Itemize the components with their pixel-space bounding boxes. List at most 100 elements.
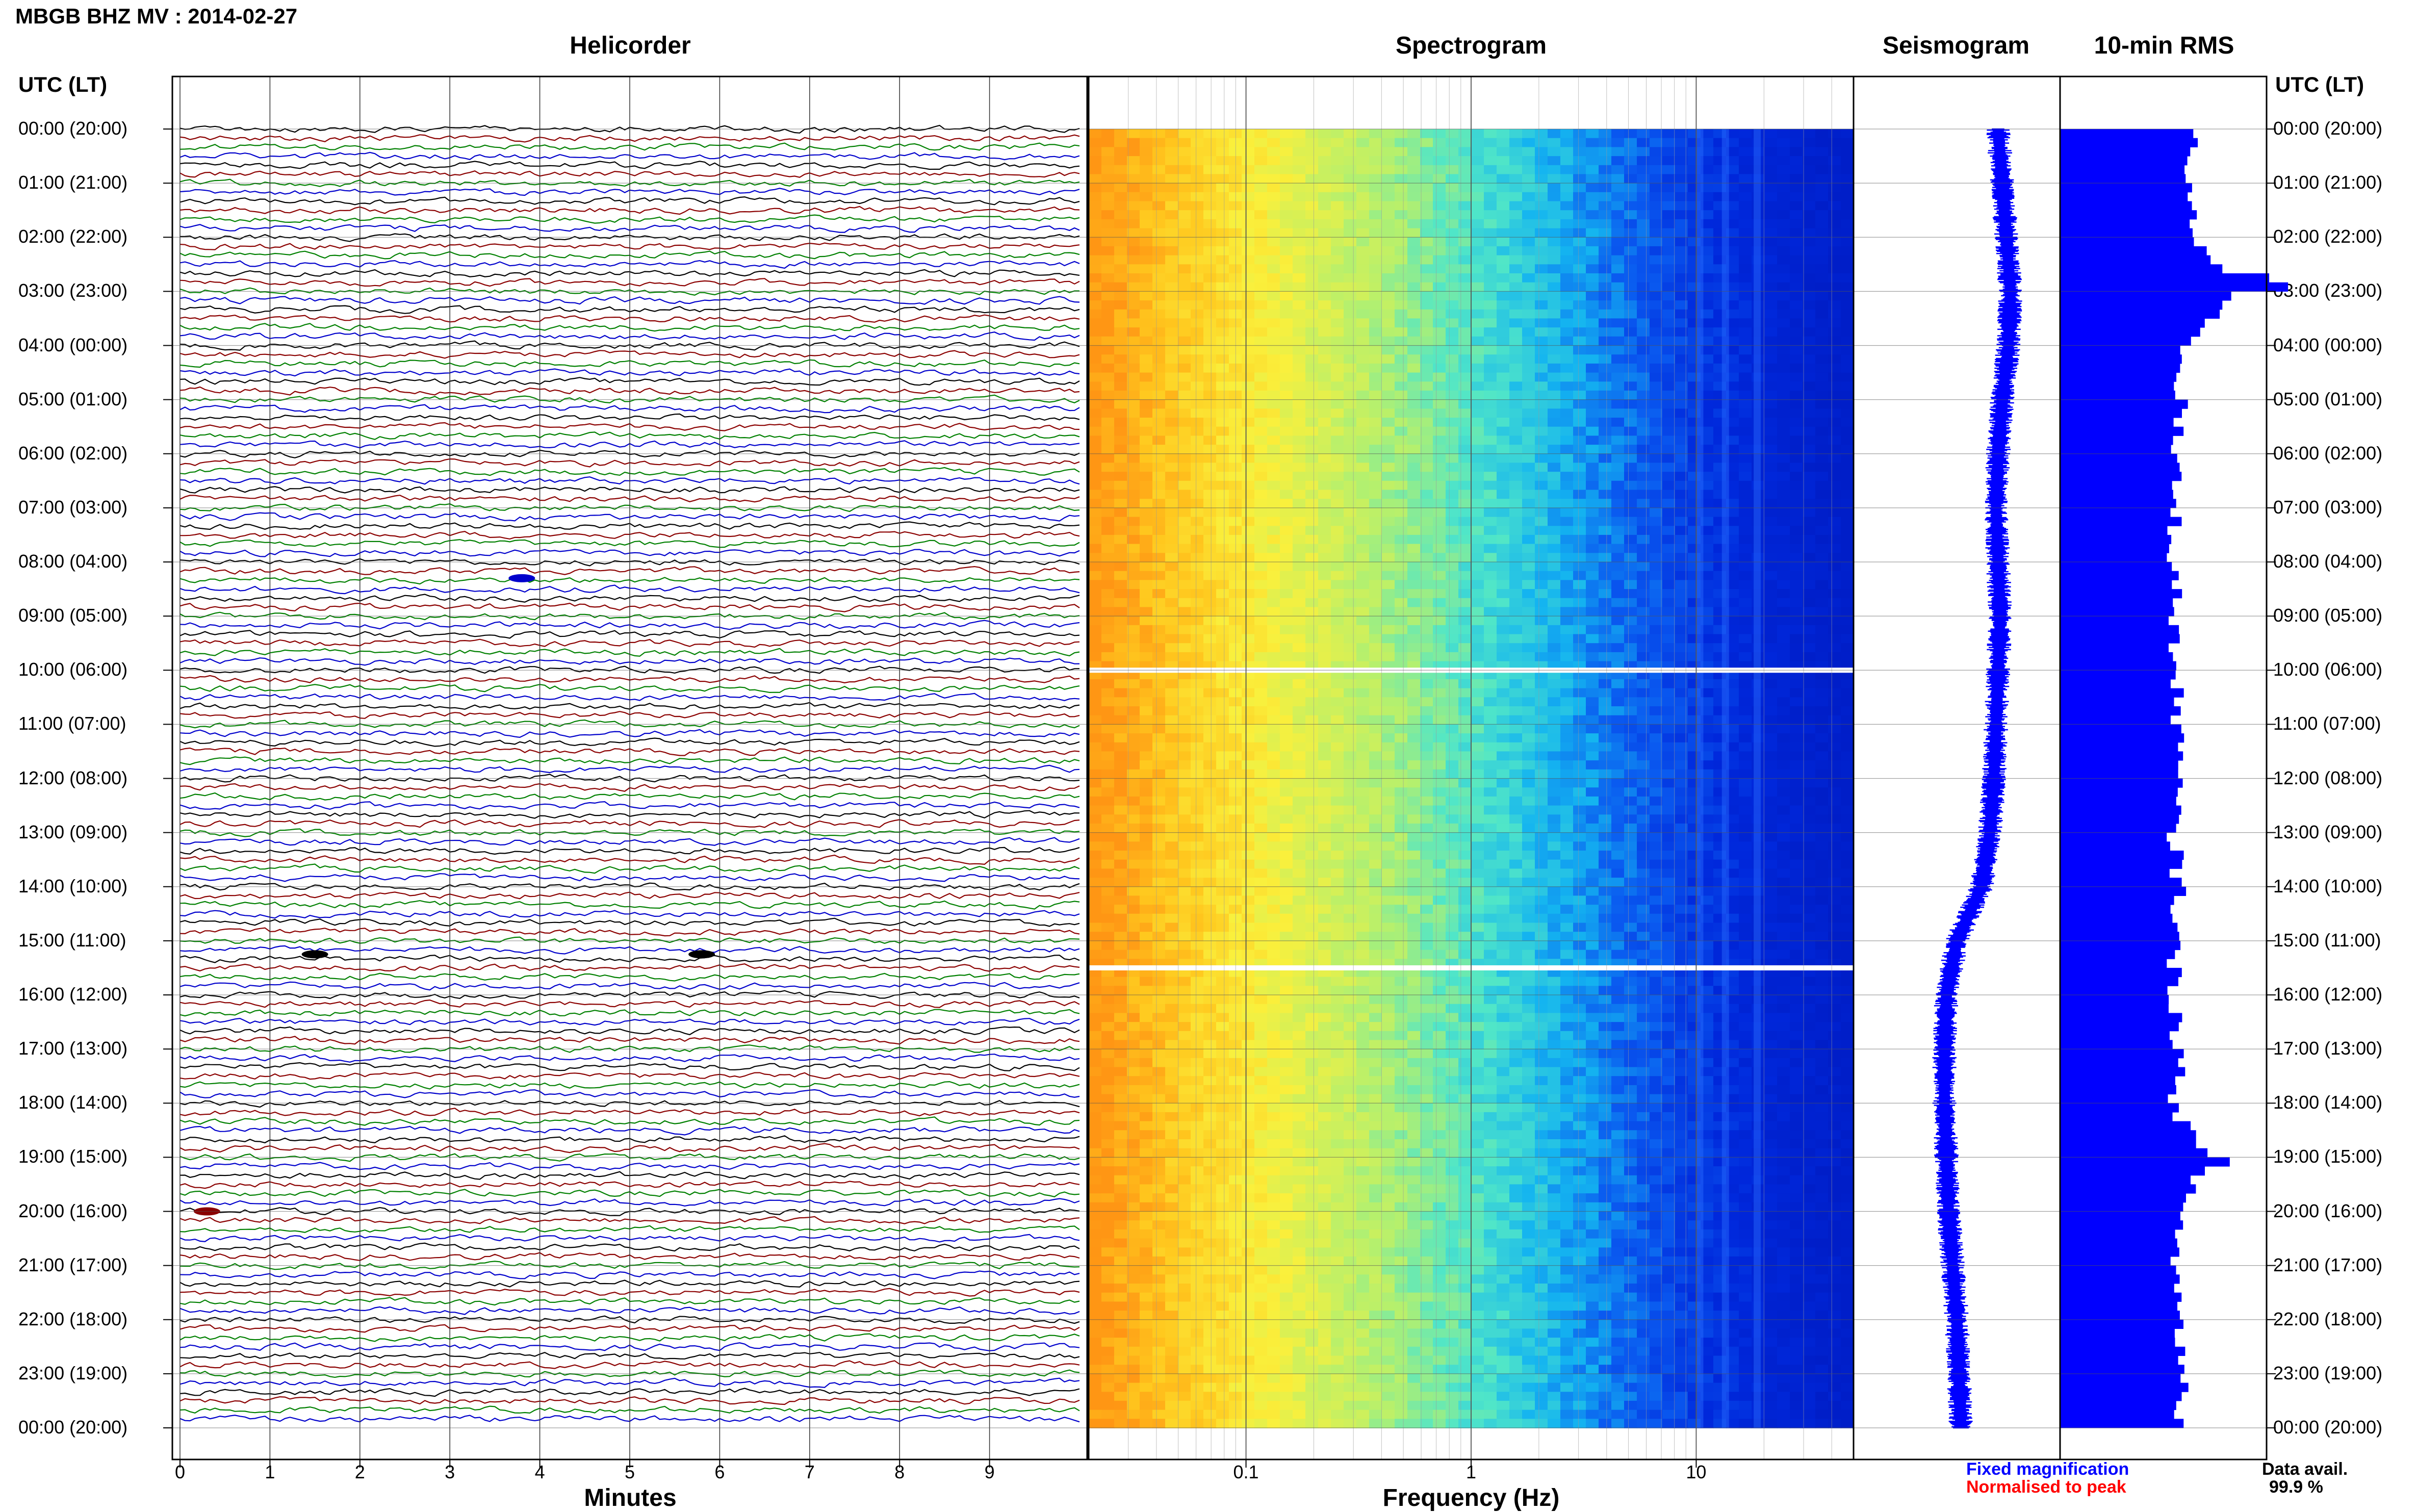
spectrogram-cell	[1356, 283, 1370, 292]
spectrogram-cell	[1127, 634, 1140, 644]
spectrogram-cell	[1599, 310, 1612, 319]
spectrogram-cell	[1254, 841, 1268, 851]
spectrogram-cell	[1127, 544, 1140, 554]
spectrogram-cell	[1777, 571, 1790, 581]
spectrogram-cell	[1152, 129, 1166, 139]
spectrogram-cell	[1624, 715, 1637, 725]
spectrogram-cell	[1675, 463, 1688, 472]
spectrogram-cell	[1803, 346, 1816, 355]
spectrogram-cell	[1624, 174, 1637, 184]
spectrogram-cell	[1344, 318, 1357, 328]
spectrogram-cell	[1828, 598, 1841, 608]
spectrogram-cell	[1650, 535, 1663, 545]
spectrogram-cell	[1777, 787, 1790, 797]
spectrogram-cell	[1407, 318, 1421, 328]
spectrogram-cell	[1356, 697, 1370, 707]
spectrogram-cell	[1344, 616, 1357, 626]
spectrogram-cell	[1114, 742, 1127, 752]
spectrogram-cell	[1420, 418, 1433, 427]
spectrogram-cell	[1446, 156, 1459, 166]
spectrogram-cell	[1178, 337, 1191, 346]
spectrogram-cell	[1624, 797, 1637, 806]
spectrogram-cell	[1841, 129, 1854, 139]
spectrogram-cell	[1305, 679, 1319, 689]
spectrogram-cell	[1395, 499, 1408, 508]
spectrogram-cell	[1305, 806, 1319, 815]
spectrogram-cell	[1573, 273, 1586, 283]
spectrogram-cell	[1573, 806, 1586, 815]
spectrogram-cell	[1446, 535, 1459, 545]
spectrogram-cell	[1305, 751, 1319, 761]
spectrogram-cell	[1152, 300, 1166, 310]
spectrogram-cell	[1790, 733, 1803, 743]
spectrogram-cell	[1280, 219, 1293, 229]
spectrogram-cell	[1089, 607, 1102, 617]
spectrogram-cell	[1662, 787, 1676, 797]
spectrogram-cell	[1127, 310, 1140, 319]
spectrogram-cell	[1764, 418, 1778, 427]
spectrogram-cell	[1433, 201, 1446, 211]
spectrogram-cell	[1471, 806, 1484, 815]
spectrogram-cell	[1662, 237, 1676, 247]
spectrogram-cell	[1254, 571, 1268, 581]
spectrogram-cell	[1777, 770, 1790, 779]
spectrogram-cell	[1471, 833, 1484, 842]
spectrogram-cell	[1815, 246, 1829, 256]
spectrogram-cell	[1548, 625, 1561, 635]
spectrogram-cell	[1191, 210, 1204, 220]
spectrogram-cell	[1356, 156, 1370, 166]
spectrogram-cell	[1611, 310, 1625, 319]
spectrogram-cell	[1203, 580, 1217, 590]
spectrogram-cell	[1305, 264, 1319, 274]
spectrogram-cell	[1127, 607, 1140, 617]
spectrogram-cell	[1841, 490, 1854, 500]
spectrogram-cell	[1356, 400, 1370, 409]
spectrogram-cell	[1178, 147, 1191, 157]
spectrogram-cell	[1254, 806, 1268, 815]
spectrogram-cell	[1586, 643, 1599, 653]
spectrogram-cell	[1484, 291, 1497, 301]
spectrogram-cell	[1420, 435, 1433, 445]
spectrogram-cell	[1535, 228, 1548, 238]
spectrogram-cell	[1586, 598, 1599, 608]
spectrogram-cell	[1293, 742, 1306, 752]
spectrogram-cell	[1293, 427, 1306, 437]
spectrogram-cell	[1535, 156, 1548, 166]
spectrogram-cell	[1446, 427, 1459, 437]
spectrogram-cell	[1484, 310, 1497, 319]
spectrogram-cell	[1369, 517, 1382, 527]
spectrogram-cell	[1560, 571, 1574, 581]
spectrogram-cell	[1382, 688, 1395, 698]
spectrogram-cell	[1841, 472, 1854, 481]
spectrogram-cell	[1140, 381, 1153, 391]
spectrogram-cell	[1446, 787, 1459, 797]
spectrogram-cell	[1484, 373, 1497, 382]
spectrogram-cell	[1407, 246, 1421, 256]
spectrogram-cell	[1599, 237, 1612, 247]
spectrogram-cell	[1560, 255, 1574, 265]
spectrogram-cell	[1216, 237, 1229, 247]
spectrogram-cell	[1203, 354, 1217, 364]
spectrogram-cell	[1560, 318, 1574, 328]
spectrogram-cell	[1650, 562, 1663, 572]
spectrogram-cell	[1433, 860, 1446, 869]
spectrogram-cell	[1535, 679, 1548, 689]
spectrogram-cell	[1331, 183, 1344, 193]
spectrogram-cell	[1548, 499, 1561, 508]
spectrogram-cell	[1305, 770, 1319, 779]
spectrogram-cell	[1127, 201, 1140, 211]
spectrogram-cell	[1089, 427, 1102, 437]
spectrogram-cell	[1815, 679, 1829, 689]
spectrogram-cell	[1497, 300, 1510, 310]
spectrogram-cell	[1471, 634, 1484, 644]
spectrogram-cell	[1356, 463, 1370, 472]
spectrogram-cell	[1254, 165, 1268, 175]
spectrogram-cell	[1165, 454, 1178, 464]
spectrogram-cell	[1675, 779, 1688, 788]
spectrogram-cell	[1764, 688, 1778, 698]
spectrogram-cell	[1407, 526, 1421, 535]
spectrogram-cell	[1127, 174, 1140, 184]
spectrogram-cell	[1407, 337, 1421, 346]
spectrogram-cell	[1433, 851, 1446, 860]
spectrogram-cell	[1344, 210, 1357, 220]
